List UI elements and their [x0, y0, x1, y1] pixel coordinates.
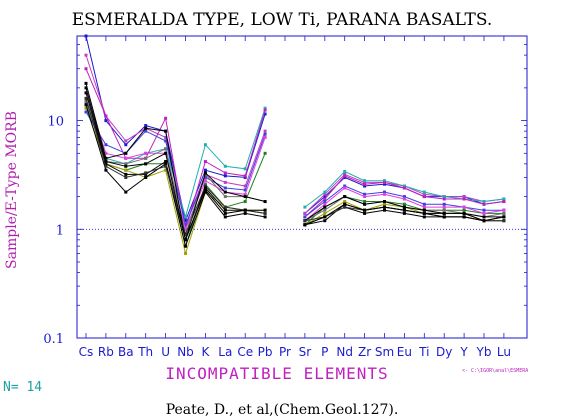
data-point: [303, 215, 307, 219]
x-tick-label: P: [321, 345, 328, 359]
series-group: [84, 53, 506, 227]
data-point: [84, 86, 88, 90]
x-tick-label: K: [201, 345, 210, 359]
series-group: [84, 86, 506, 242]
tick-layer: [77, 35, 527, 339]
series-line: [85, 87, 266, 242]
x-tick-label: Dy: [436, 345, 452, 359]
x-tick-label: Sm: [375, 345, 394, 359]
x-tick-label: Rb: [98, 345, 114, 359]
series-line: [304, 187, 504, 222]
x-tick-label: Cs: [79, 345, 94, 359]
series-line: [304, 203, 504, 226]
y-tick-label: 1: [56, 223, 64, 238]
series-group: [84, 67, 506, 231]
series-group: [84, 96, 506, 236]
data-point: [502, 208, 506, 212]
data-point: [263, 215, 267, 219]
plot-frame: [76, 35, 528, 339]
data-point: [263, 112, 267, 116]
series-line: [85, 104, 266, 248]
x-tick-label: Ce: [237, 345, 253, 359]
x-axis-label: INCOMPATIBLE ELEMENTS: [165, 364, 388, 383]
x-tick-label: U: [161, 345, 170, 359]
series-line: [85, 101, 266, 237]
x-tick-label: Nd: [336, 345, 353, 359]
data-point: [263, 200, 267, 204]
x-tick-label: Lu: [497, 345, 511, 359]
series-group: [84, 103, 506, 219]
series-group: [84, 91, 506, 242]
series-group: [84, 110, 506, 227]
source-citation: Peate, D., et al,(Chem.Geol.127).: [166, 402, 399, 418]
x-tick-label: Pb: [258, 345, 273, 359]
series-layer: [84, 34, 506, 256]
x-tick-label: Pr: [279, 345, 291, 359]
series-line: [85, 83, 266, 240]
series-line: [304, 175, 504, 218]
axis-label-layer: 0.1 1 10 Cs Rb Ba Th U Nb K La Ce Pb Pr Sr P Nd Zr Sm Eu Ti D…: [43, 115, 511, 359]
x-tick-label: La: [218, 345, 232, 359]
data-point: [263, 108, 267, 112]
x-tick-label: Zr: [358, 345, 371, 359]
series-line: [304, 196, 504, 222]
data-point: [84, 81, 88, 85]
x-tick-label: Sr: [299, 345, 312, 359]
data-point: [263, 211, 267, 215]
data-point: [303, 205, 307, 209]
series-group: [84, 103, 506, 248]
x-tick-label: Th: [137, 345, 153, 359]
chart-title: ESMERALDA TYPE, LOW Ti, PARANA BASALTS.: [72, 10, 493, 30]
x-tick-label: Ti: [418, 345, 429, 359]
y-tick-label: 0.1: [43, 332, 64, 347]
sample-count: N= 14: [3, 380, 42, 395]
series-group: [84, 99, 506, 237]
data-point: [502, 197, 506, 201]
y-tick-label: 10: [47, 115, 64, 130]
series-group: [84, 81, 506, 242]
data-point: [303, 211, 307, 215]
series-line: [304, 185, 504, 218]
series-line: [304, 170, 504, 208]
x-tick-label: Yb: [476, 345, 492, 359]
x-tick-label: Eu: [397, 345, 412, 359]
data-point: [263, 132, 267, 136]
series-line: [85, 98, 266, 236]
file-reference: <- C:\IGOR\anal\ESMERA: [462, 368, 528, 374]
series-line: [85, 68, 266, 230]
y-axis-label: Sample/E-Type MORB: [4, 111, 20, 269]
x-tick-label: Y: [459, 345, 468, 359]
data-point: [84, 110, 88, 114]
x-tick-label: Nb: [177, 345, 194, 359]
x-tick-label: Ba: [118, 345, 134, 359]
